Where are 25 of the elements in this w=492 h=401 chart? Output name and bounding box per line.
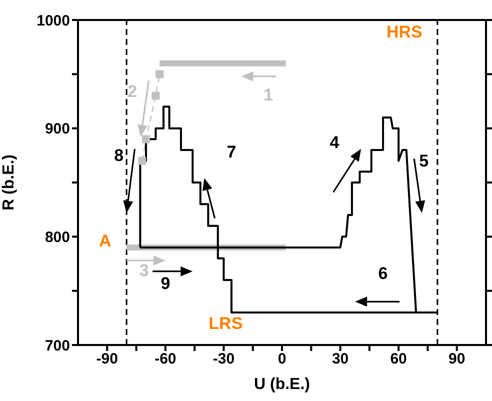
annotation: 6 xyxy=(378,264,388,284)
y-tick-label: 700 xyxy=(44,337,70,354)
x-tick-label: 0 xyxy=(278,350,286,368)
x-tick-label: -60 xyxy=(154,350,176,368)
x-tick-label: -30 xyxy=(212,350,235,368)
y-tick-label: 1000 xyxy=(36,12,70,30)
annotation: 5 xyxy=(419,151,429,170)
x-tick-label: -90 xyxy=(96,350,118,368)
x-tick-label: 90 xyxy=(448,350,466,368)
annotation: 4 xyxy=(330,132,340,152)
annotation: 8 xyxy=(114,146,124,165)
x-tick-label: 30 xyxy=(332,350,349,368)
annotation: 7 xyxy=(226,142,236,162)
annotation: LRS xyxy=(208,314,243,333)
y-axis-title: R (b.E.) xyxy=(0,154,18,210)
y-tick-label: 900 xyxy=(44,120,70,138)
x-tick-label: 60 xyxy=(390,350,407,368)
annotation: HRS xyxy=(386,22,422,42)
annotation: 2 xyxy=(128,82,138,102)
annotation: 9 xyxy=(160,274,170,293)
annotation: 3 xyxy=(139,260,149,280)
annotation: 1 xyxy=(264,85,274,104)
annotation: A xyxy=(99,232,112,251)
y-tick-label: 800 xyxy=(44,228,70,246)
x-axis-title: U (b.E.) xyxy=(254,376,310,393)
